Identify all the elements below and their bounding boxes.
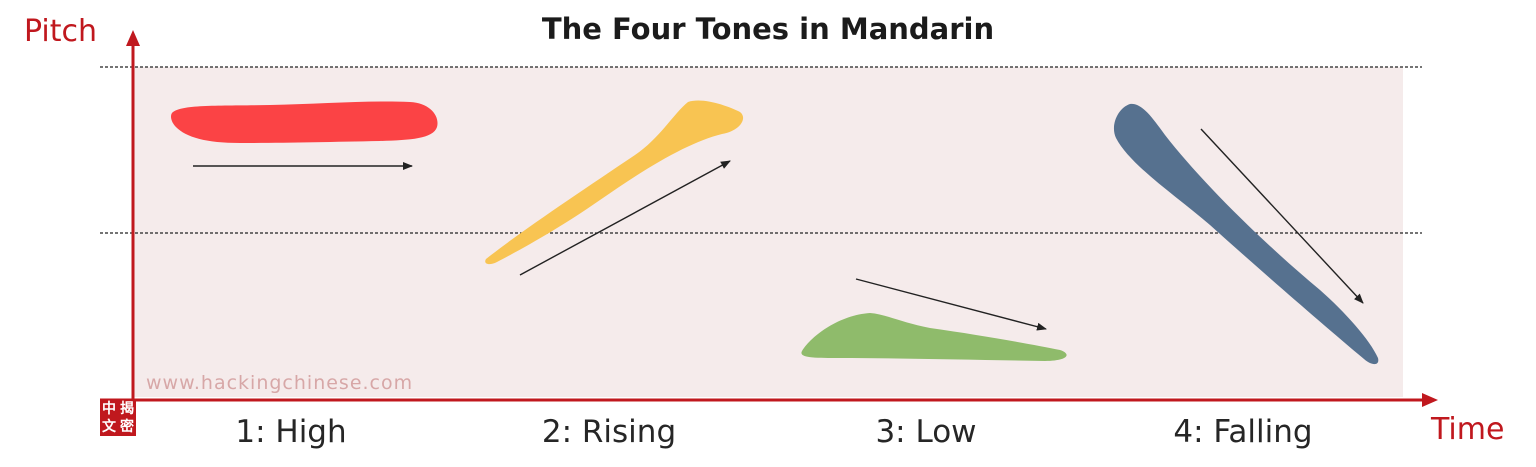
hacking-chinese-logo: 中 揭 文 密 [100,400,136,436]
logo-char: 揭 [120,401,134,417]
diagram-title: The Four Tones in Mandarin [541,12,995,46]
tone-2-arrow [519,160,731,276]
tone-3-label: 3: Low [875,414,977,450]
y-axis-label: Pitch [24,14,98,49]
watermark-text: www.hackingchinese.com [146,372,414,394]
tone-4-shape [1113,103,1379,365]
x-axis-arrowhead [1422,393,1438,407]
logo-char: 文 [102,419,116,435]
tone-3-arrow [855,278,1047,331]
tone-1-shape [171,101,438,143]
tone-3-shape [801,313,1067,361]
tone-4-arrow [1200,128,1364,304]
y-axis-arrowhead [126,30,140,46]
tone-1-label: 1: High [235,414,347,450]
tone-2-shape [485,100,744,265]
x-axis-label: Time [1431,412,1505,447]
logo-char: 密 [120,419,134,435]
tone-4-label: 4: Falling [1173,414,1313,450]
tone-2-label: 2: Rising [541,414,677,450]
logo-char: 中 [102,401,116,417]
